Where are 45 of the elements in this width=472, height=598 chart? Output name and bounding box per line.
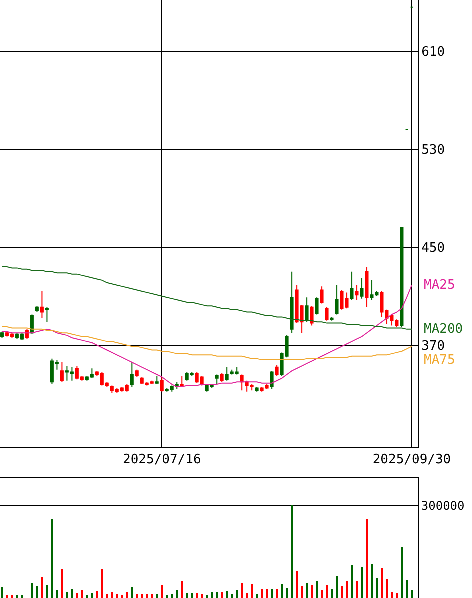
candlestick <box>255 386 259 392</box>
candlestick <box>30 314 34 334</box>
candlestick <box>350 271 354 301</box>
series-label: MA25 <box>424 278 456 293</box>
candlestick <box>320 286 324 304</box>
y-tick-label: 450 <box>422 240 446 256</box>
candlestick <box>355 284 359 301</box>
series-label: MA200 <box>424 322 464 337</box>
line-series <box>2 326 412 361</box>
candlestick <box>220 373 224 383</box>
candlestick <box>365 266 369 308</box>
candlestick <box>330 316 334 322</box>
candlestick <box>335 284 339 316</box>
y-tick-label: 530 <box>422 142 446 158</box>
candlestick <box>240 374 244 392</box>
line-series <box>2 266 412 330</box>
candlestick <box>315 297 319 316</box>
candlestick <box>395 319 399 328</box>
candlestick <box>135 369 139 378</box>
candlestick <box>36 306 39 313</box>
x-tick-label: 2025/09/30 <box>372 452 452 468</box>
y-tick-label: 370 <box>422 338 446 354</box>
candlestick <box>275 364 279 376</box>
candlestick <box>225 366 229 382</box>
candlestick <box>0 331 4 339</box>
candlestick <box>60 362 64 383</box>
y-tick-label: 610 <box>422 44 446 60</box>
y-tick-label: 300000 <box>421 499 465 514</box>
candlestick <box>390 314 394 326</box>
line-series <box>2 284 412 388</box>
candlestick <box>215 374 219 386</box>
candlestick <box>310 306 314 326</box>
candlestick <box>325 306 329 322</box>
candlestick <box>180 375 184 388</box>
candlestick <box>360 278 364 300</box>
candlestick <box>155 375 159 386</box>
candlestick <box>40 290 44 319</box>
candlestick <box>130 362 134 388</box>
candlestick <box>160 376 164 392</box>
x-tick-label: 2025/07/16 <box>123 452 202 468</box>
candlestick <box>290 271 294 334</box>
candlestick <box>270 370 274 390</box>
candlestick <box>305 297 309 323</box>
series-label: MA75 <box>424 353 456 368</box>
candlestick <box>46 306 49 323</box>
